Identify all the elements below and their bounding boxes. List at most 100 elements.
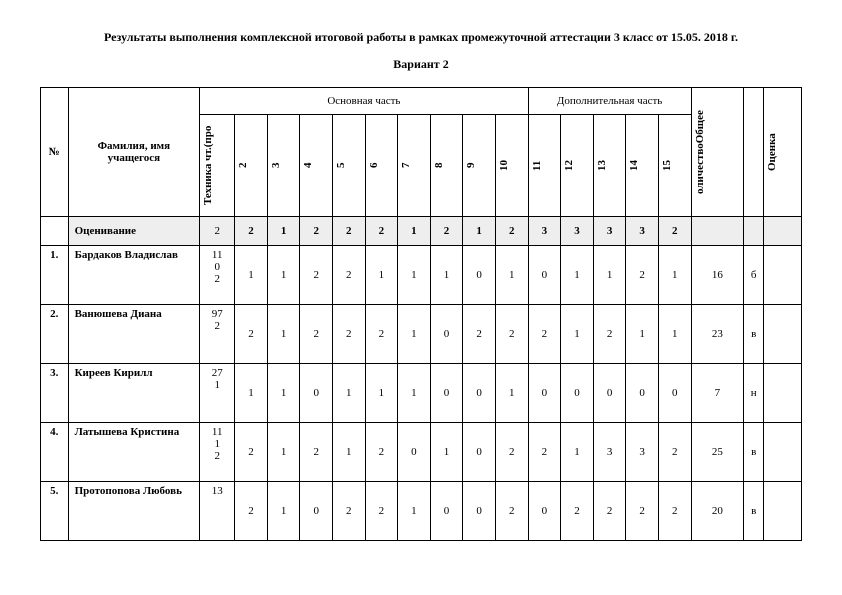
table-row: 2.Ванюшева Диана97 22122210222121123в [41, 305, 802, 364]
row-cell: 1 [332, 423, 365, 482]
row-cell: 1 [267, 305, 300, 364]
row-cell: 2 [593, 482, 626, 541]
row-cell: 2 [495, 423, 528, 482]
row-tech: 97 2 [200, 305, 235, 364]
row-cell: 2 [495, 482, 528, 541]
row-cell: 1 [267, 246, 300, 305]
row-cell: 2 [658, 482, 691, 541]
row-cell: 1 [495, 364, 528, 423]
row-name: Латышева Кристина [68, 423, 200, 482]
row-cell: 1 [495, 246, 528, 305]
row-cell: 2 [495, 305, 528, 364]
row-num: 3. [41, 364, 69, 423]
row-total: 23 [691, 305, 744, 364]
row-name: Бардаков Владислав [68, 246, 200, 305]
header-extra-section: Дополнительная часть [528, 88, 691, 115]
row-total: 7 [691, 364, 744, 423]
row-cell: 0 [463, 364, 496, 423]
row-cell: 2 [593, 305, 626, 364]
header-q6: 6 [365, 115, 398, 217]
eval-cell: 2 [235, 217, 268, 246]
eval-cell: 1 [267, 217, 300, 246]
row-cell: 2 [332, 482, 365, 541]
row-cell: 0 [463, 482, 496, 541]
row-tech: 13 [200, 482, 235, 541]
header-main-section: Основная часть [200, 88, 528, 115]
row-cell: 1 [626, 305, 659, 364]
eval-row: Оценивание221222121233332 [41, 217, 802, 246]
header-q14: 14 [626, 115, 659, 217]
row-cell: 2 [561, 482, 594, 541]
eval-cell: 3 [626, 217, 659, 246]
eval-cell: 2 [332, 217, 365, 246]
row-cell: 2 [235, 305, 268, 364]
header-q7: 7 [398, 115, 431, 217]
row-cell: 0 [398, 423, 431, 482]
row-num: 5. [41, 482, 69, 541]
eval-grade [764, 217, 802, 246]
row-cell: 1 [593, 246, 626, 305]
row-cell: 0 [561, 364, 594, 423]
eval-cell: 3 [561, 217, 594, 246]
header-total: оличествоОбщее [691, 88, 744, 217]
row-cell: 0 [463, 246, 496, 305]
table-body: Оценивание2212221212333321.Бардаков Влад… [41, 217, 802, 541]
table-row: 1.Бардаков Владислав11 0 211221110101121… [41, 246, 802, 305]
eval-cell: 2 [300, 217, 333, 246]
row-total: 16 [691, 246, 744, 305]
row-cell: 2 [300, 305, 333, 364]
row-cell: 0 [626, 364, 659, 423]
page-title: Результаты выполнения комплексной итогов… [40, 30, 802, 45]
row-cell: 1 [398, 482, 431, 541]
row-cell: 1 [430, 423, 463, 482]
row-cell: 1 [332, 364, 365, 423]
eval-tech: 2 [200, 217, 235, 246]
row-cell: 2 [658, 423, 691, 482]
row-cell: 2 [235, 482, 268, 541]
row-cell: 1 [235, 246, 268, 305]
eval-total [691, 217, 744, 246]
header-num: № [41, 88, 69, 217]
row-cell: 0 [528, 482, 561, 541]
eval-label: Оценивание [68, 217, 200, 246]
eval-cell: 2 [495, 217, 528, 246]
row-cell: 0 [430, 364, 463, 423]
row-blank: в [744, 423, 764, 482]
row-total: 25 [691, 423, 744, 482]
row-cell: 0 [300, 482, 333, 541]
row-grade [764, 246, 802, 305]
row-tech: 11 1 2 [200, 423, 235, 482]
header-q10: 10 [495, 115, 528, 217]
header-q11: 11 [528, 115, 561, 217]
row-cell: 0 [430, 482, 463, 541]
header-tech: Техника чт.(про [200, 115, 235, 217]
header-name: Фамилия, имя учащегося [68, 88, 200, 217]
row-num: 1. [41, 246, 69, 305]
row-cell: 2 [332, 246, 365, 305]
row-blank: в [744, 482, 764, 541]
row-name: Ванюшева Диана [68, 305, 200, 364]
row-grade [764, 364, 802, 423]
eval-num [41, 217, 69, 246]
header-q15: 15 [658, 115, 691, 217]
row-cell: 3 [626, 423, 659, 482]
row-cell: 2 [365, 305, 398, 364]
eval-cell: 2 [658, 217, 691, 246]
row-cell: 2 [365, 423, 398, 482]
row-cell: 1 [267, 364, 300, 423]
row-tech: 11 0 2 [200, 246, 235, 305]
header-q5: 5 [332, 115, 365, 217]
row-blank: н [744, 364, 764, 423]
row-grade [764, 482, 802, 541]
row-cell: 2 [300, 423, 333, 482]
row-cell: 1 [267, 423, 300, 482]
eval-cell: 2 [365, 217, 398, 246]
variant-subtitle: Вариант 2 [40, 57, 802, 72]
row-grade [764, 305, 802, 364]
table-row: 5.Протопопова Любовь132102210020222220в [41, 482, 802, 541]
row-cell: 2 [528, 305, 561, 364]
row-cell: 1 [561, 423, 594, 482]
header-q9: 9 [463, 115, 496, 217]
row-num: 2. [41, 305, 69, 364]
row-blank: б [744, 246, 764, 305]
